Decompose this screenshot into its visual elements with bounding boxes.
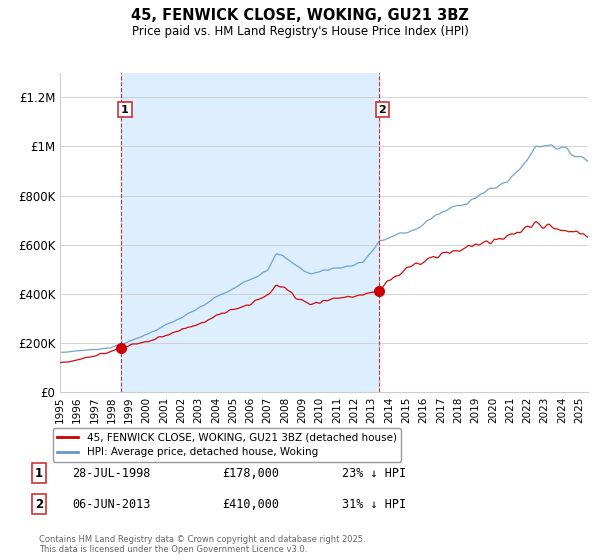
Text: 31% ↓ HPI: 31% ↓ HPI [342,497,406,511]
Text: 1: 1 [35,466,43,480]
Legend: 45, FENWICK CLOSE, WOKING, GU21 3BZ (detached house), HPI: Average price, detach: 45, FENWICK CLOSE, WOKING, GU21 3BZ (det… [53,428,401,461]
Text: £410,000: £410,000 [222,497,279,511]
Text: 28-JUL-1998: 28-JUL-1998 [72,466,151,480]
Text: £178,000: £178,000 [222,466,279,480]
Text: 2: 2 [379,105,386,115]
Text: 23% ↓ HPI: 23% ↓ HPI [342,466,406,480]
Bar [121,73,379,392]
Text: Contains HM Land Registry data © Crown copyright and database right 2025.
This d: Contains HM Land Registry data © Crown c… [39,535,365,554]
Text: 2: 2 [35,497,43,511]
Text: 06-JUN-2013: 06-JUN-2013 [72,497,151,511]
Text: 1: 1 [121,105,129,115]
Text: Price paid vs. HM Land Registry's House Price Index (HPI): Price paid vs. HM Land Registry's House … [131,25,469,38]
Text: 45, FENWICK CLOSE, WOKING, GU21 3BZ: 45, FENWICK CLOSE, WOKING, GU21 3BZ [131,8,469,24]
